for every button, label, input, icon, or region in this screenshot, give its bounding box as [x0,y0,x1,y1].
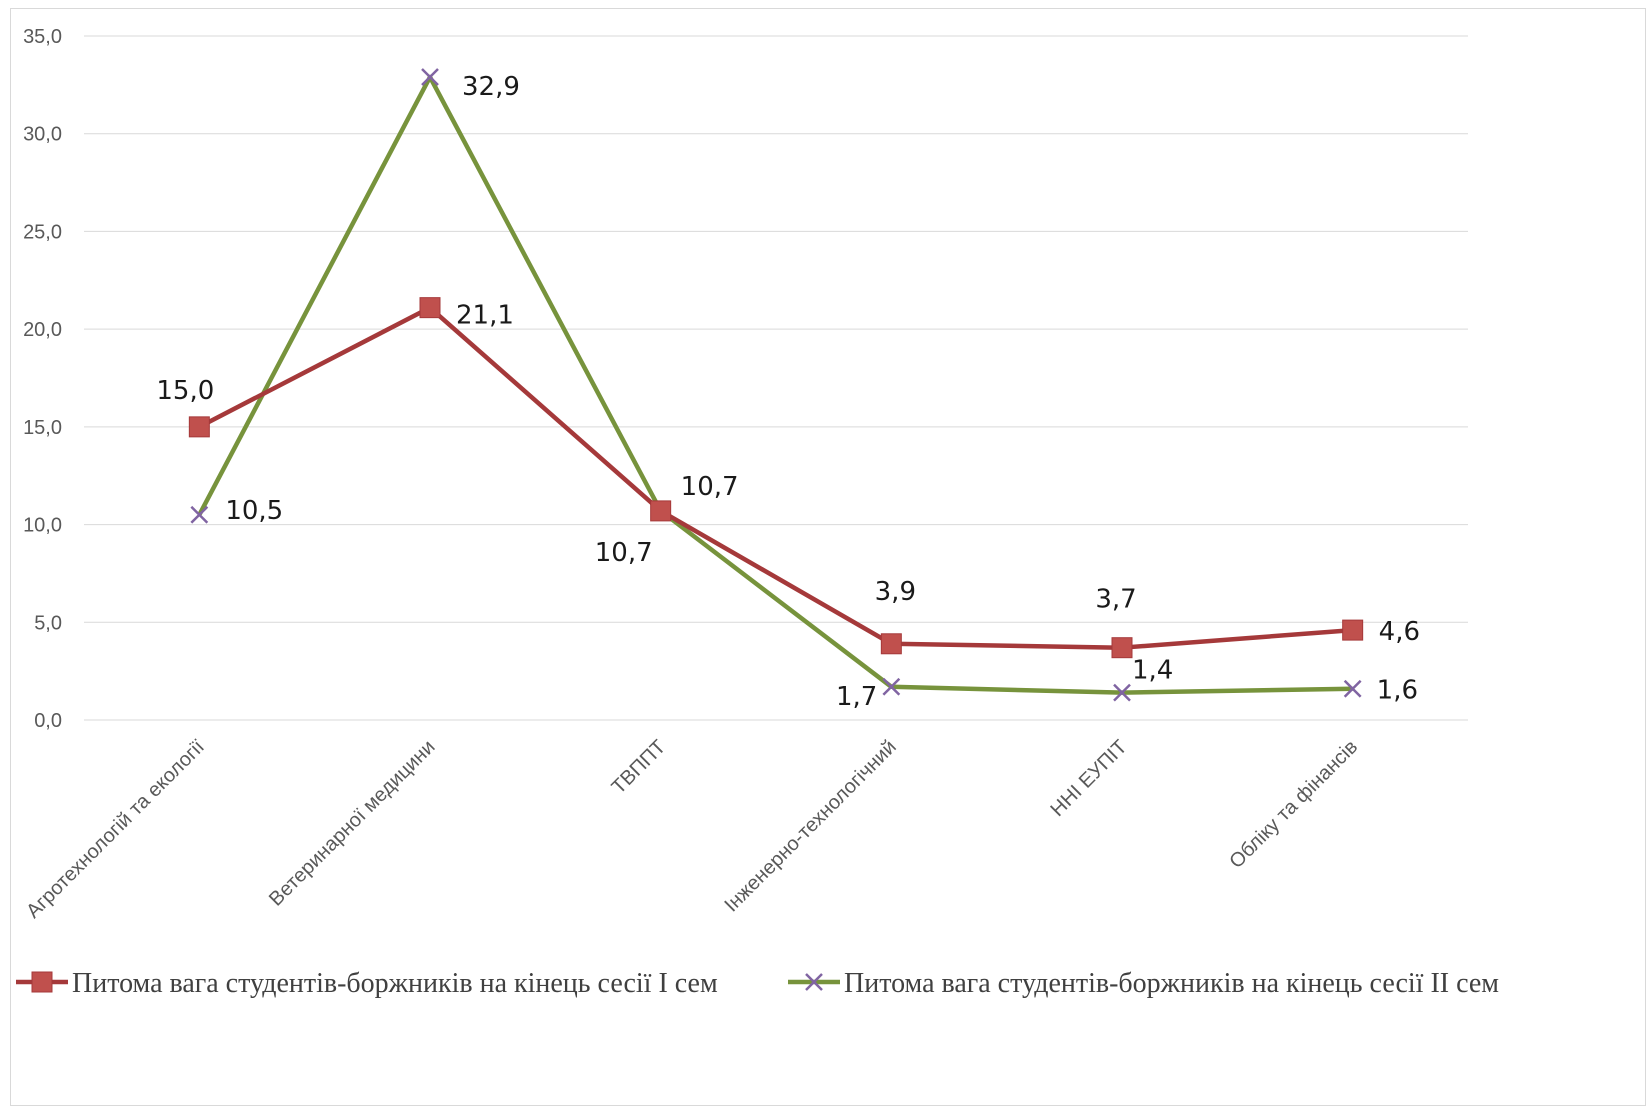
data-label-series-1: 15,0 [156,376,214,406]
y-tick-label: 0,0 [34,710,62,732]
data-label-series-1: 21,1 [456,301,514,331]
x-category-label: Агротехнологій та екології [22,736,209,923]
series-2-marker [1343,679,1362,698]
legend-label: Питома вага студентів-боржників на кінец… [72,968,718,999]
series-line-1 [198,305,1353,650]
data-label-series-2: 1,4 [1132,656,1173,686]
x-axis-category-labels: Агротехнологій та екології Ветеринарної м… [22,736,1362,923]
data-label-series-2: 32,9 [462,72,520,102]
series-markers [188,68,1364,702]
legend-item-2: Питома вага студентів-боржників на кінец… [788,968,1499,999]
y-tick-label: 35,0 [23,26,62,48]
x-category-label: Обліку та фінансів [1225,736,1362,873]
marker-stroke [190,505,209,524]
x-category-label: Інженерно-технологічний [720,736,900,916]
series-2-marker [882,677,901,696]
data-label-series-1: 10,7 [681,472,739,502]
x-category-label: ННІ ЕУПІТ [1047,736,1132,821]
chart-frame [10,8,1646,1106]
series-lines [197,74,1353,695]
y-tick-label: 10,0 [23,515,62,537]
series-2-marker [1113,683,1131,702]
data-label-series-1: 3,9 [875,577,916,607]
data-label-series-2: 1,7 [836,682,877,712]
series-1-marker [650,500,672,522]
legend-item-1: Питома вага студентів-боржників на кінец… [16,968,718,999]
series-1-marker [188,416,210,438]
x-category-label: ТВППТ [608,736,671,799]
series-2-marker [421,68,439,86]
data-label-series-2: 10,5 [225,496,283,526]
series-1-marker [1342,619,1364,641]
y-tick-label: 15,0 [23,417,62,439]
y-tick-label: 20,0 [23,319,62,341]
series-1-marker [419,297,441,319]
data-label-series-2: 10,7 [595,538,653,568]
gridlines [84,35,1468,721]
x-category-label: Ветеринарної медицини [265,736,440,911]
series-1-marker [1111,637,1133,659]
data-labels: 10,5 32,9 10,7 1,7 1,4 1,6 15,0 21,1 10,7 3,9 3,7 4… [156,72,1420,712]
marker-stroke [421,68,439,86]
y-tick-label: 5,0 [34,612,62,634]
legend: Питома вага студентів-боржників на кінец… [16,968,1499,999]
legend-marker [31,971,53,993]
series-2-marker [190,505,209,524]
series-line-2 [197,74,1353,695]
marker-stroke [1343,679,1362,698]
legend-marker [805,973,823,991]
marker-stroke [1113,683,1131,702]
legend-label: Питома вага студентів-боржників на кінец… [844,968,1499,999]
y-tick-label: 25,0 [23,221,62,243]
marker-stroke [882,677,901,696]
data-label-series-1: 3,7 [1095,585,1136,615]
y-tick-label: 30,0 [23,124,62,146]
data-label-series-1: 4,6 [1379,617,1420,647]
data-label-series-2: 1,6 [1377,676,1418,706]
series-1-marker [880,633,902,655]
y-axis-tick-labels: 0,0 5,0 10,0 15,0 20,0 25,0 30,0 35,0 [23,26,62,732]
